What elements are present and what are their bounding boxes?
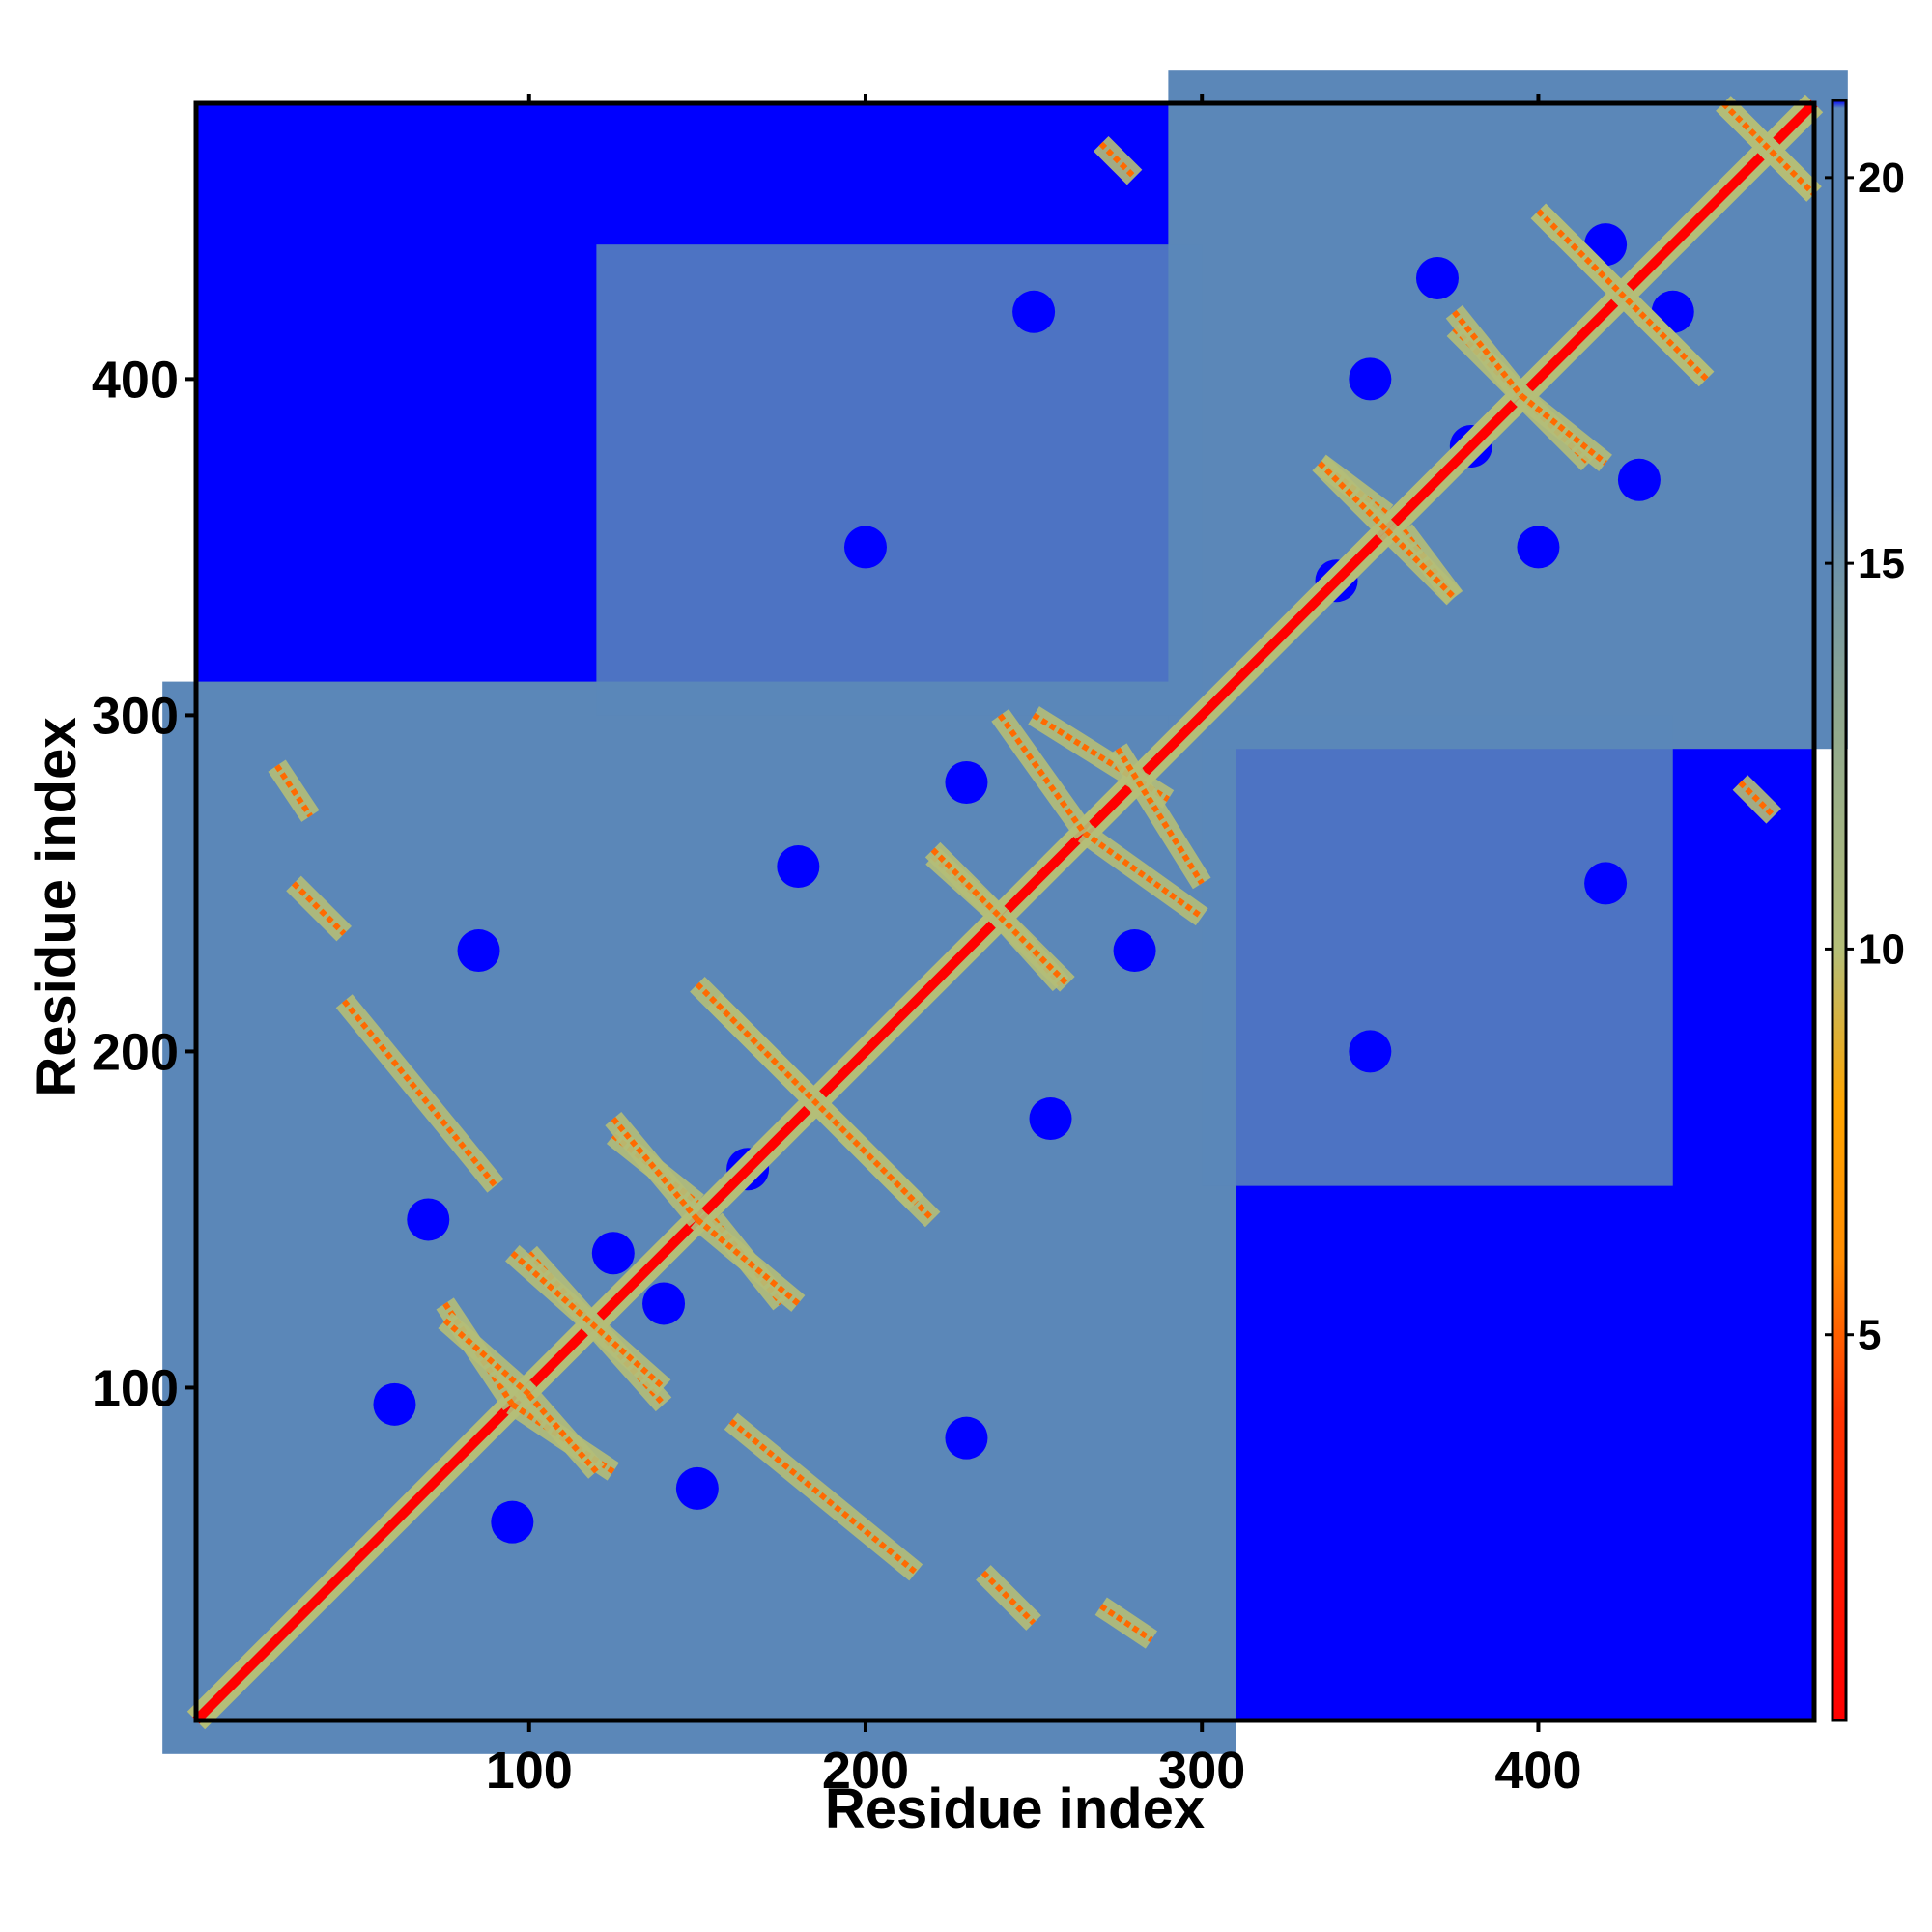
contact-line [695, 981, 919, 1206]
contact-line [1720, 100, 1817, 197]
far-region [1617, 458, 1661, 501]
far-region [457, 929, 500, 973]
colorbar-tick-label: 10 [1858, 925, 1905, 973]
colorbar-tick-label: 20 [1858, 155, 1905, 202]
y-tick-label: 300 [92, 687, 179, 745]
contact-line [274, 763, 313, 818]
contact-line [291, 881, 347, 936]
far-region [1517, 526, 1560, 569]
contact-band [438, 1312, 537, 1403]
far-region [1415, 256, 1459, 299]
contact-line [1452, 309, 1524, 398]
far-region [945, 761, 988, 805]
y-axis: 100 200 300 400 [92, 351, 196, 1417]
contact-lines [186, 94, 1824, 1730]
contact-line [1032, 712, 1170, 802]
contact-line [1384, 527, 1457, 600]
contact-band [514, 1380, 605, 1479]
x-tick-label: 200 [822, 1742, 909, 1800]
colorbar-tick-label: 5 [1858, 1312, 1881, 1359]
contact-line [341, 999, 498, 1188]
far-region [1349, 357, 1392, 401]
far-region [945, 1416, 988, 1460]
contact-line [980, 1570, 1037, 1626]
x-tick-label: 300 [1158, 1742, 1245, 1800]
far-region [1012, 290, 1056, 333]
contact-line [728, 1418, 919, 1576]
far-region [1584, 862, 1628, 905]
contact-line [510, 1251, 667, 1390]
plot-frame [193, 100, 1817, 1723]
colorbar-gradient [1831, 99, 1848, 1722]
contact-line [695, 1217, 801, 1306]
contact-line [1536, 209, 1709, 382]
colorbar: 5 10 15 20 [1825, 99, 1905, 1722]
contact-line [1082, 830, 1204, 920]
far-region [1029, 1097, 1072, 1141]
contact-line [998, 915, 1070, 986]
contact-line [1738, 780, 1776, 818]
far-region [1349, 1030, 1392, 1073]
far-region [407, 1198, 450, 1241]
far-region [591, 1232, 635, 1275]
interdomain-block [1202, 715, 1673, 1186]
contact-line [1099, 1604, 1153, 1642]
far-region [491, 1500, 534, 1544]
x-tick-label: 400 [1494, 1742, 1581, 1800]
y-tick-label: 400 [92, 351, 179, 409]
far-region [675, 1466, 719, 1510]
x-tick-label: 100 [486, 1742, 573, 1800]
y-axis-label: Residue index [25, 717, 88, 1096]
contact-line [1520, 393, 1607, 466]
far-region [777, 845, 820, 889]
contact-line [1115, 747, 1205, 886]
y-tick-label: 100 [92, 1359, 179, 1417]
contact-line [1317, 461, 1389, 533]
contact-line [611, 1117, 700, 1222]
y-tick-label: 200 [92, 1023, 179, 1081]
x-axis-label: Residue index [825, 1777, 1205, 1840]
interdomain-block [596, 244, 1203, 716]
far-region [373, 1382, 416, 1426]
colorbar-tick-label: 15 [1858, 540, 1905, 587]
far-region [642, 1282, 686, 1325]
contact-line [1098, 141, 1137, 180]
far-region [843, 526, 887, 569]
contact-line [997, 713, 1087, 835]
x-axis: 100 200 300 400 [486, 94, 1582, 1800]
contact-line [930, 847, 1003, 920]
far-region [1113, 929, 1156, 973]
